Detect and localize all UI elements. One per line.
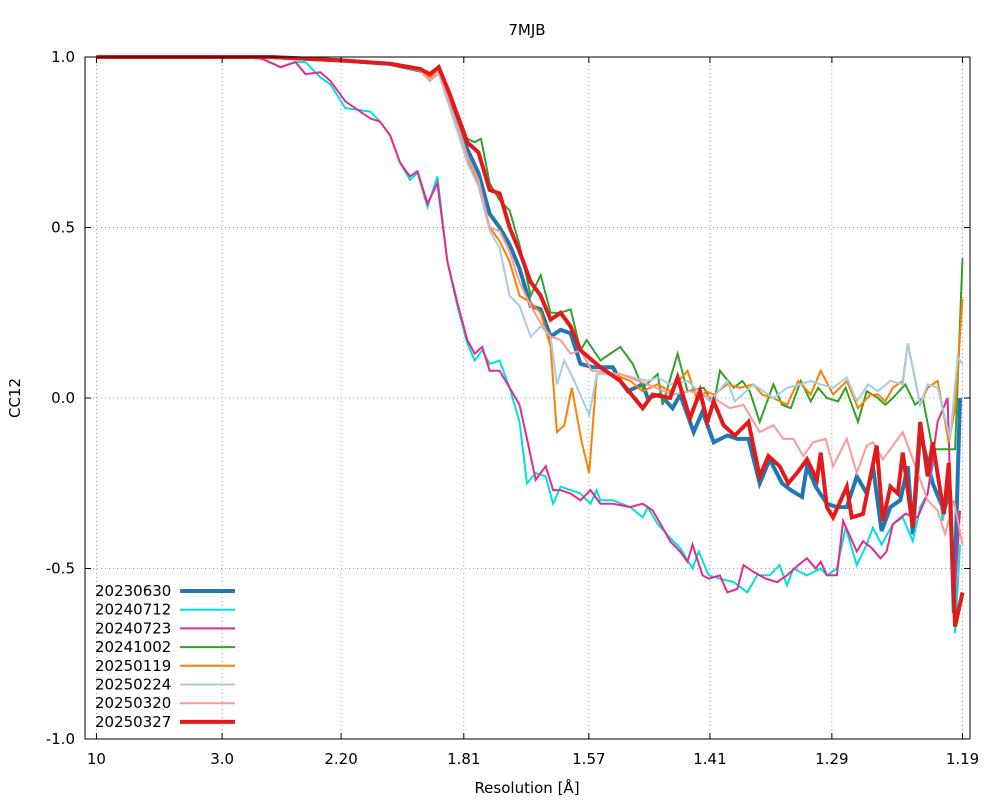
legend-label: 20230630 [95, 582, 171, 600]
chart-title: 7MJB [508, 21, 545, 39]
series-line-20240712 [96, 56, 961, 634]
x-tick-label: 3.0 [210, 750, 234, 768]
legend-label: 20250119 [95, 657, 171, 675]
x-tick-label: 2.20 [324, 750, 357, 768]
x-tick-label: 1.81 [447, 750, 480, 768]
series-line-20240723 [96, 56, 961, 610]
series-lines [96, 55, 965, 634]
x-tick-label: 1.41 [693, 750, 726, 768]
x-tick-label: 1.57 [572, 750, 605, 768]
axis-ticks: 10 3.0 2.20 1.81 1.57 1.41 1.29 1.19 1.0 0.5 0.0 -0… [46, 48, 980, 768]
legend-label: 20250224 [95, 676, 171, 694]
legend-label: 20241002 [95, 638, 171, 656]
x-axis-label: Resolution [Å] [474, 778, 579, 797]
legend-label: 20250327 [95, 713, 171, 731]
series-line-20250119 [96, 56, 964, 474]
series-line-20250224 [96, 56, 964, 440]
y-tick-label: 0.5 [51, 219, 75, 237]
series-line-20230630 [96, 55, 962, 613]
series-line-20241002 [96, 56, 964, 451]
y-tick-label: 1.0 [51, 48, 75, 66]
series-line-20250327 [96, 55, 965, 627]
x-tick-label: 1.29 [815, 750, 848, 768]
legend-label: 20240723 [95, 619, 171, 637]
y-tick-label: 0.0 [51, 389, 75, 407]
legend-label: 20240712 [95, 601, 171, 619]
y-tick-label: -0.5 [46, 560, 75, 578]
y-axis-label: CC12 [6, 378, 24, 418]
y-tick-label: -1.0 [46, 730, 75, 748]
grid [85, 56, 970, 740]
x-tick-label: 1.19 [946, 750, 979, 768]
legend: 2023063020240712202407232024100220250119… [95, 582, 235, 731]
legend-label: 20250320 [95, 694, 171, 712]
x-tick-label: 10 [87, 750, 106, 768]
